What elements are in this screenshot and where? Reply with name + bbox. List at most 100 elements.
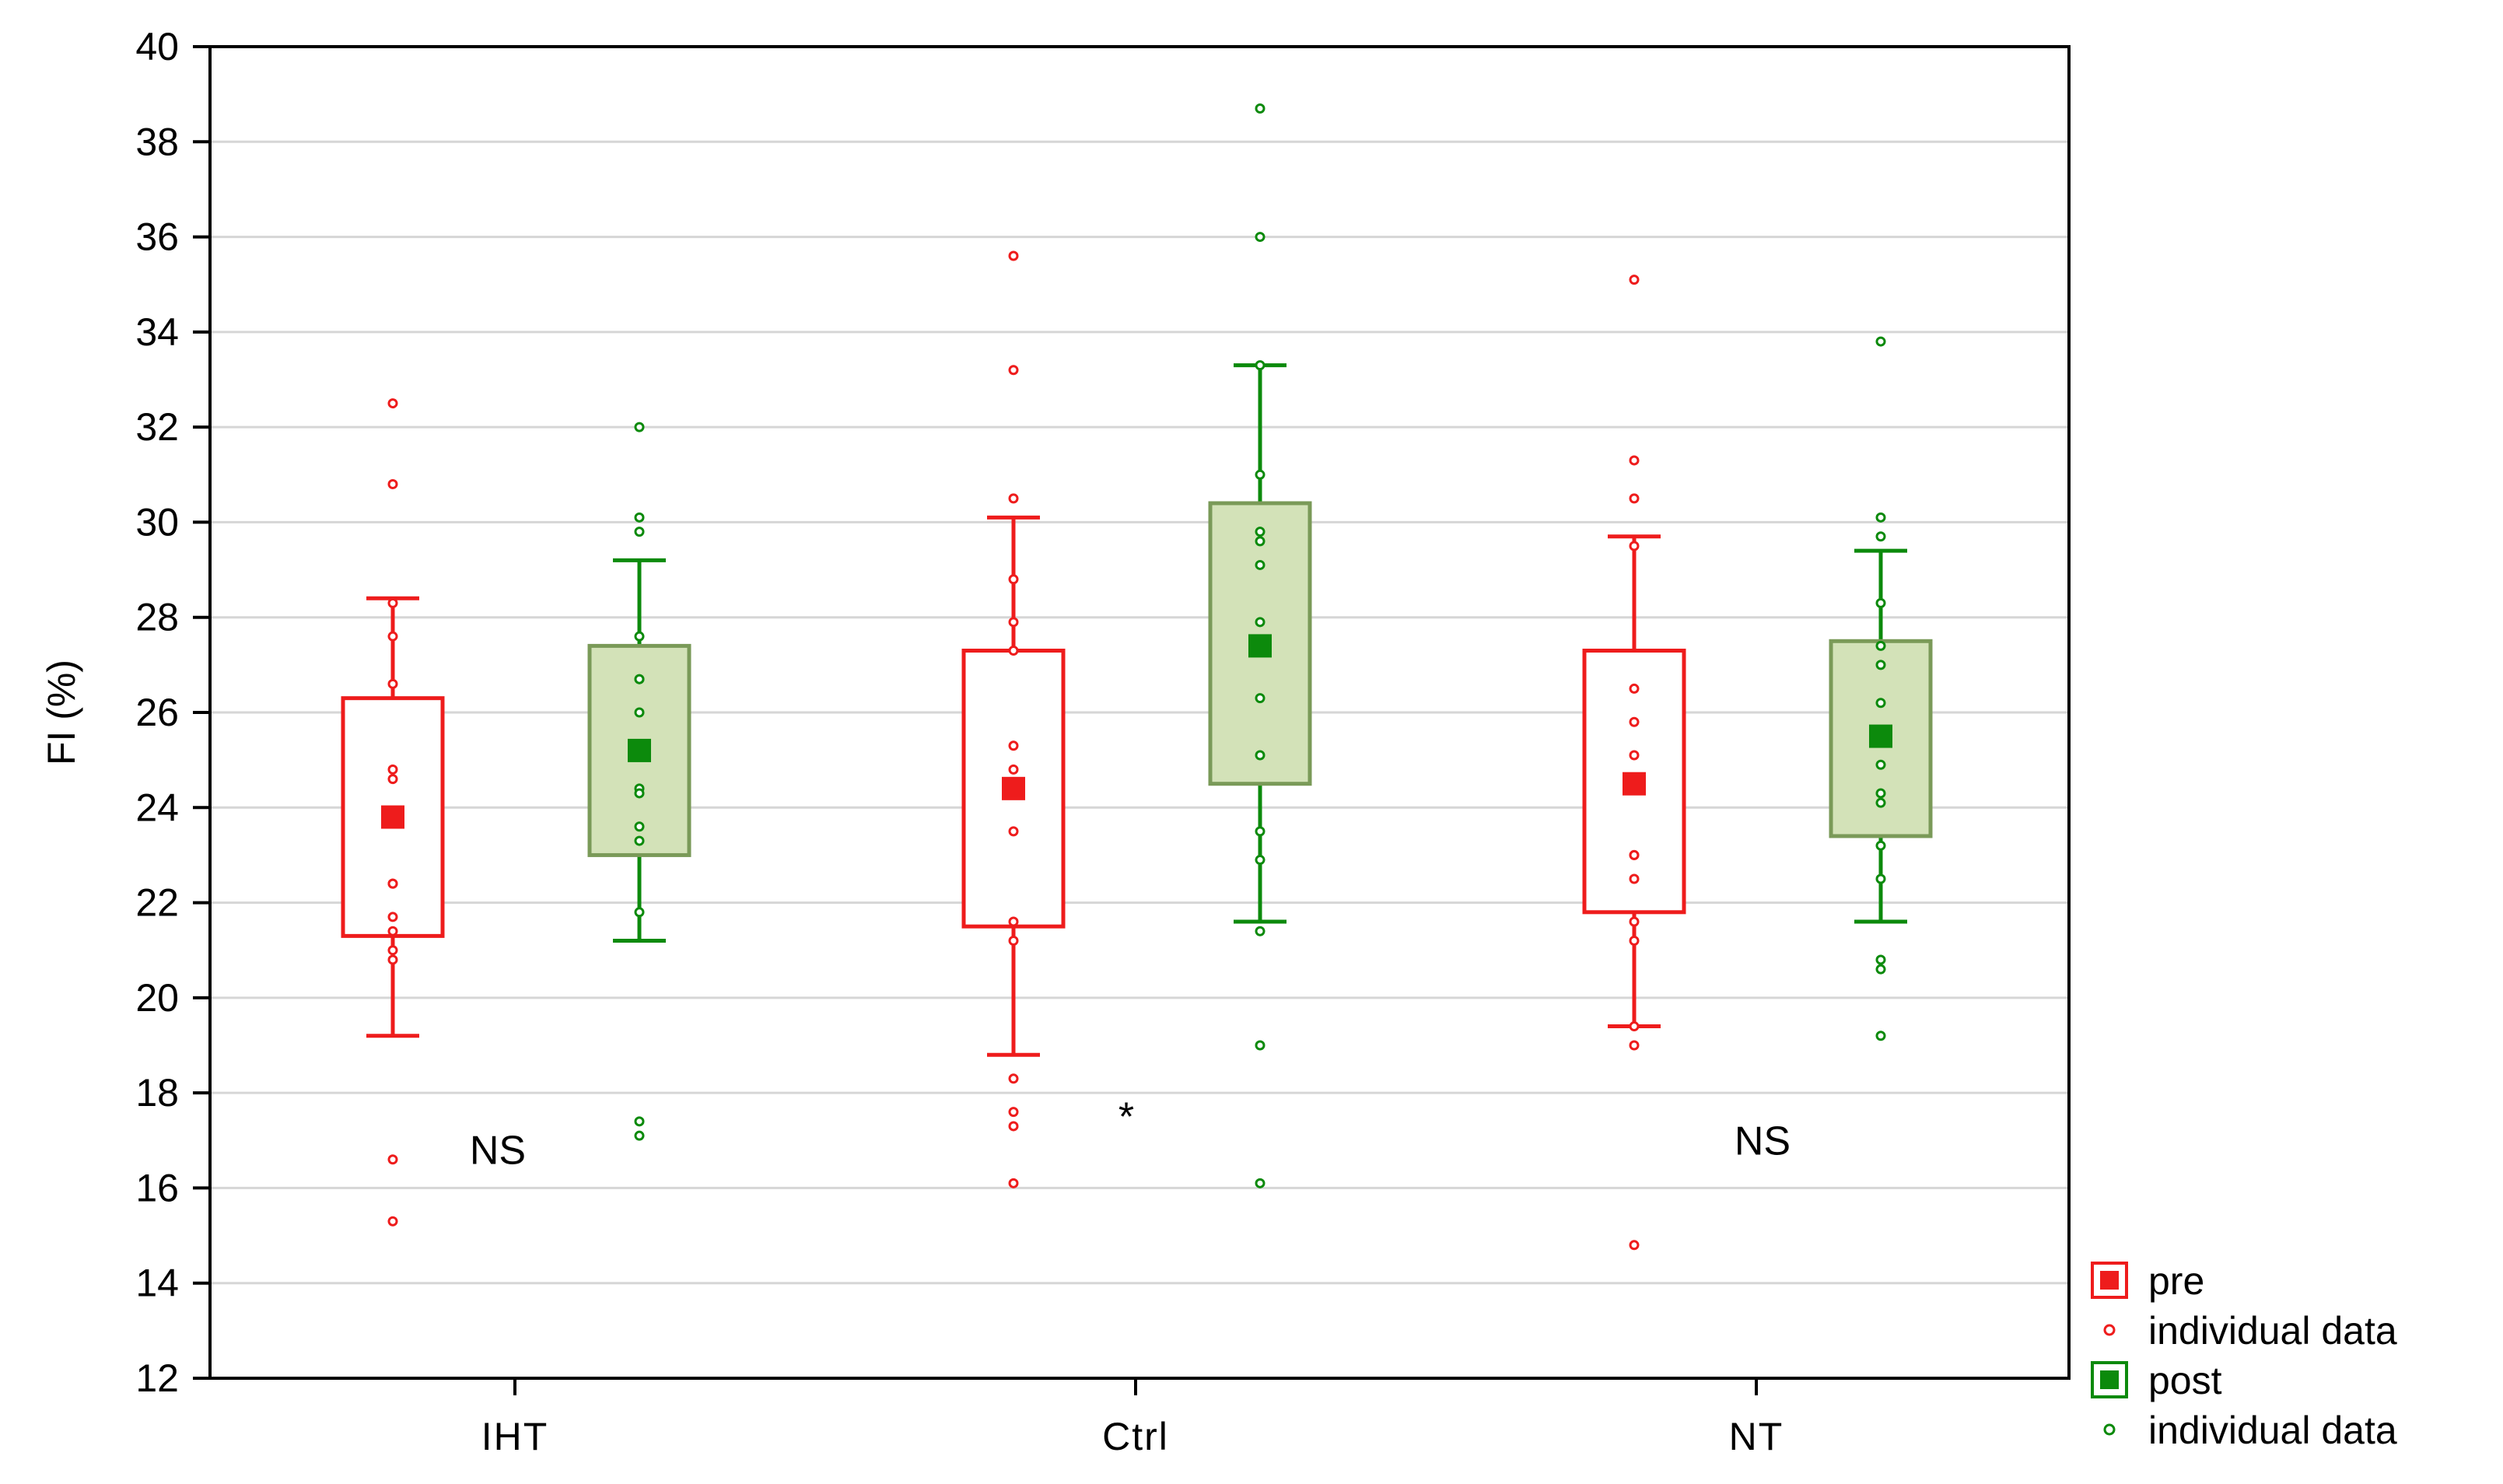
individual-data-point — [1875, 698, 1886, 709]
individual-data-point — [1255, 559, 1266, 570]
individual-data-point — [1255, 527, 1266, 537]
mean-marker — [1623, 772, 1646, 796]
individual-data-point — [634, 788, 645, 799]
individual-data-point — [1875, 597, 1886, 608]
legend-entry: individual data — [2103, 1409, 2397, 1452]
legend-entry: post — [2091, 1359, 2222, 1402]
individual-data-point — [634, 631, 645, 642]
y-tick-label: 32 — [135, 405, 179, 449]
individual-data-point — [1255, 855, 1266, 866]
significance-annotation: NS — [1735, 1118, 1791, 1164]
individual-data-point — [1255, 469, 1266, 480]
individual-data-point — [1255, 693, 1266, 704]
individual-data-point — [1008, 1107, 1019, 1118]
legend-label: post — [2148, 1359, 2222, 1402]
individual-data-point — [1008, 646, 1019, 656]
individual-data-point — [634, 907, 645, 918]
individual-data-point — [1629, 455, 1640, 466]
individual-data-point — [1008, 740, 1019, 751]
y-tick-label: 20 — [135, 976, 179, 1020]
individual-data-point — [1255, 826, 1266, 837]
individual-data-point — [387, 764, 398, 775]
x-tick-label: IHT — [481, 1415, 549, 1458]
individual-data-point — [387, 631, 398, 642]
individual-data-point — [1629, 873, 1640, 884]
individual-data-point — [1629, 493, 1640, 504]
individual-data-point — [1255, 1040, 1266, 1051]
individual-data-point — [1875, 954, 1886, 965]
individual-data-point — [387, 954, 398, 965]
pre-box-NT — [1582, 275, 1686, 1251]
y-tick-label: 18 — [135, 1071, 179, 1115]
significance-annotation: NS — [470, 1129, 526, 1174]
significance-annotation: * — [1118, 1095, 1134, 1140]
individual-data-point — [634, 527, 645, 537]
individual-data-point — [1875, 512, 1886, 523]
post-box-IHT — [587, 422, 691, 1141]
individual-data-point — [387, 1216, 398, 1227]
individual-data-point — [1255, 617, 1266, 628]
individual-data-point — [387, 945, 398, 956]
individual-data-point — [1008, 250, 1019, 261]
y-tick-label: 36 — [135, 215, 179, 259]
post-box-NT — [1829, 336, 1933, 1041]
individual-data-point — [1008, 617, 1019, 628]
individual-data-point — [387, 398, 398, 409]
x-tick-label: NT — [1729, 1415, 1784, 1458]
individual-data-point — [1255, 750, 1266, 761]
mean-marker — [1002, 776, 1025, 800]
individual-data-point — [1629, 935, 1640, 946]
legend-swatch — [2100, 1271, 2119, 1290]
y-tick-label: 12 — [135, 1356, 179, 1400]
y-tick-label: 40 — [135, 25, 179, 68]
individual-data-point — [1875, 797, 1886, 808]
y-tick-label: 14 — [135, 1262, 179, 1305]
pre-box-Ctrl — [961, 250, 1066, 1188]
individual-data-point — [1629, 1040, 1640, 1051]
legend-entry: pre — [2091, 1259, 2204, 1303]
legend-label: pre — [2148, 1259, 2204, 1303]
individual-data-point — [1875, 788, 1886, 799]
individual-data-point — [1255, 360, 1266, 371]
individual-data-point — [1875, 964, 1886, 975]
individual-data-point — [1008, 1178, 1019, 1188]
individual-data-point — [387, 878, 398, 889]
individual-data-point — [1008, 916, 1019, 927]
individual-data-point — [1255, 103, 1266, 114]
individual-data-point — [387, 479, 398, 490]
individual-data-point — [1875, 640, 1886, 651]
individual-data-point — [634, 835, 645, 846]
individual-data-point — [1008, 1073, 1019, 1084]
y-tick-label: 34 — [135, 310, 179, 354]
individual-data-point — [387, 912, 398, 922]
individual-data-point — [1629, 849, 1640, 860]
grid-lines — [210, 140, 2069, 1285]
individual-data-point — [1255, 926, 1266, 936]
individual-data-point — [387, 1154, 398, 1165]
individual-data-point — [634, 1116, 645, 1127]
individual-data-point — [1008, 935, 1019, 946]
y-tick-label: 24 — [135, 786, 179, 829]
y-tick-label: 16 — [135, 1166, 179, 1209]
individual-data-point — [387, 774, 398, 785]
individual-data-point — [1875, 759, 1886, 770]
legend-label: individual data — [2148, 1309, 2397, 1353]
individual-data-point — [634, 422, 645, 432]
individual-data-point — [1875, 531, 1886, 542]
mean-marker — [381, 805, 404, 829]
legend-label: individual data — [2148, 1409, 2397, 1452]
data-layer: NS * NS — [341, 103, 1933, 1251]
individual-data-point — [634, 1130, 645, 1141]
individual-data-point — [1629, 683, 1640, 694]
legend-entry: individual data — [2103, 1309, 2397, 1353]
mean-marker — [628, 738, 651, 762]
individual-data-point — [1875, 336, 1886, 347]
individual-data-point — [1875, 873, 1886, 884]
individual-data-point — [634, 821, 645, 832]
y-tick-label: 26 — [135, 691, 179, 734]
individual-data-point — [634, 707, 645, 718]
individual-data-point — [1008, 1121, 1019, 1132]
individual-data-point — [1008, 493, 1019, 504]
y-axis-label: FI (%) — [40, 660, 83, 765]
